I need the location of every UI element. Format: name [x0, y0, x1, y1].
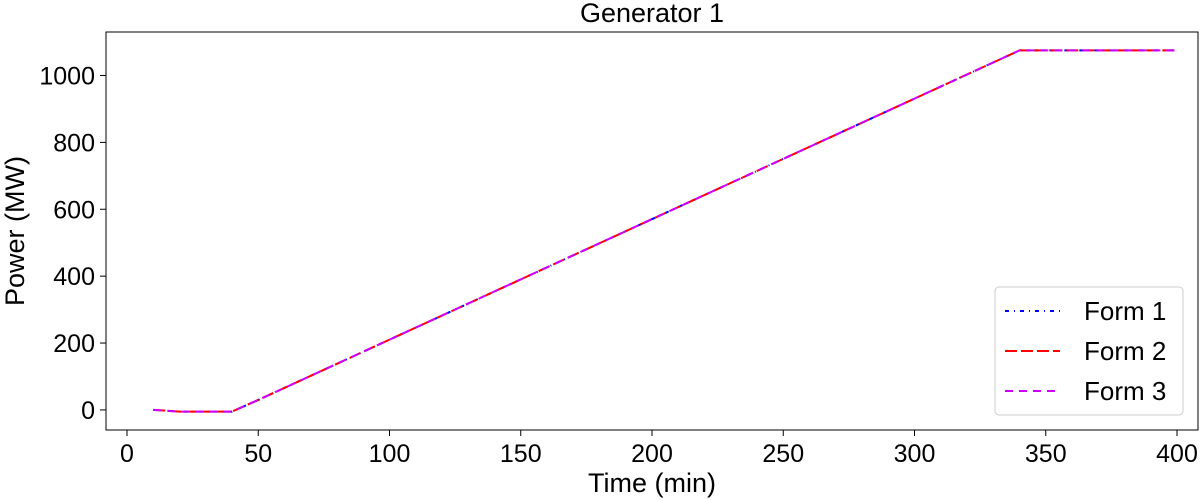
x-tick-label: 400	[1156, 440, 1198, 468]
legend-label-1: Form 1	[1084, 296, 1166, 326]
x-tick-label: 200	[631, 440, 673, 468]
y-tick-label: 400	[53, 263, 95, 291]
x-tick-label: 150	[500, 440, 542, 468]
y-axis: 0 200 400 600 800 1000	[39, 62, 106, 425]
y-tick-label: 1000	[39, 62, 95, 90]
legend-items: Form 1 Form 2 Form 3	[1005, 296, 1166, 406]
y-tick-label: 0	[81, 397, 95, 425]
series-layer	[153, 49, 1177, 413]
x-axis-label: Time (min)	[588, 468, 716, 498]
legend: Form 1 Form 2 Form 3	[994, 286, 1184, 416]
y-axis-label: Power (MW)	[0, 156, 30, 306]
legend-label-2: Form 2	[1084, 336, 1166, 366]
x-tick-label: 350	[1025, 440, 1067, 468]
y-tick-label: 800	[53, 129, 95, 157]
x-tick-label: 250	[762, 440, 804, 468]
y-tick-label: 600	[53, 196, 95, 224]
chart-title: Generator 1	[580, 0, 724, 28]
x-tick-label: 100	[369, 440, 411, 468]
series-line-3	[153, 49, 1177, 413]
x-axis: 0 50 100 150 200 250 300 350 400	[120, 430, 1198, 468]
x-tick-label: 0	[120, 440, 134, 468]
legend-box	[994, 286, 1184, 416]
x-tick-label: 300	[894, 440, 936, 468]
legend-label-3: Form 3	[1084, 376, 1166, 406]
x-tick-label: 50	[244, 440, 272, 468]
y-tick-label: 200	[53, 330, 95, 358]
